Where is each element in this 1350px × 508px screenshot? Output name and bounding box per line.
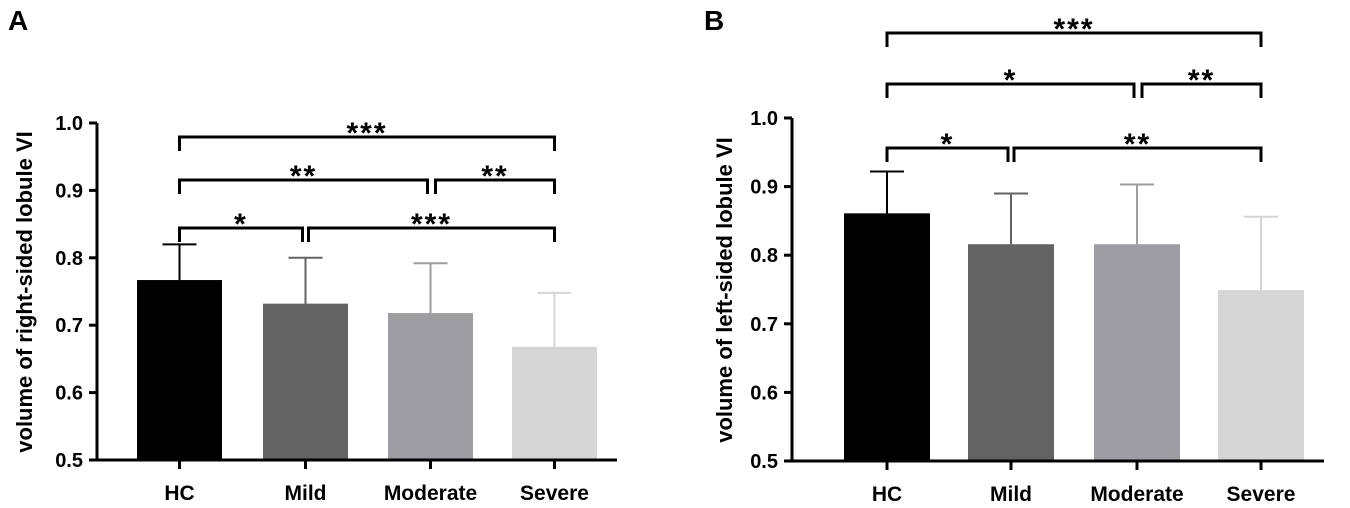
y-tick-label: 0.9 [750,177,778,199]
significance-label: ** [290,160,317,193]
x-tick-label: Moderate [1090,483,1183,506]
bar-moderate [1094,244,1180,461]
y-tick-label: 0.6 [55,383,83,405]
significance-bracket [307,226,556,242]
y-tick-label: 0.5 [55,450,83,472]
panel-letter: A [8,5,28,36]
significance-label: ** [1188,64,1215,97]
significance-bracket [885,31,1263,47]
x-tick-label: Mild [285,482,327,505]
bar-moderate [388,313,473,460]
y-tick-label: 0.6 [750,382,778,404]
significance-bracket [885,82,1136,98]
x-tick-label: Severe [1227,483,1296,506]
panel-letter: B [704,5,724,36]
y-tick-label: 0.8 [750,245,778,267]
significance-label: *** [411,208,452,241]
x-tick-label: Mild [990,483,1032,506]
y-tick-label: 1.0 [55,113,83,135]
significance-label: * [234,208,248,241]
significance-bracket [178,178,429,194]
bar-mild [263,303,348,460]
significance-label: *** [1053,13,1094,46]
bar-mild [968,244,1054,461]
x-tick-label: Severe [520,482,589,505]
significance-label: *** [346,117,387,150]
y-tick-label: 1.0 [750,108,778,130]
bar-hc [137,280,222,460]
significance-bracket [1140,82,1263,98]
x-tick-label: HC [872,483,902,506]
significance-bracket [885,146,1010,162]
significance-bracket [434,178,556,194]
x-tick-label: Moderate [384,482,477,505]
y-axis-title: volume of left-sided lobule VI [712,137,737,443]
bar-severe [512,346,597,460]
y-axis-title: volume of right-sided lobule VI [12,131,37,452]
y-tick-label: 0.9 [55,180,83,202]
significance-bracket [178,135,556,151]
significance-label: ** [1124,128,1151,161]
y-tick-label: 0.8 [55,248,83,270]
significance-label: * [941,128,955,161]
bar-hc [844,213,930,461]
significance-bracket [178,226,304,242]
significance-label: * [1004,64,1018,97]
significance-bracket [1012,146,1263,162]
y-tick-label: 0.7 [55,315,83,337]
y-tick-label: 0.5 [750,451,778,473]
significance-label: ** [481,160,508,193]
x-tick-label: HC [164,482,194,505]
y-tick-label: 0.7 [750,314,778,336]
bar-severe [1218,290,1304,461]
